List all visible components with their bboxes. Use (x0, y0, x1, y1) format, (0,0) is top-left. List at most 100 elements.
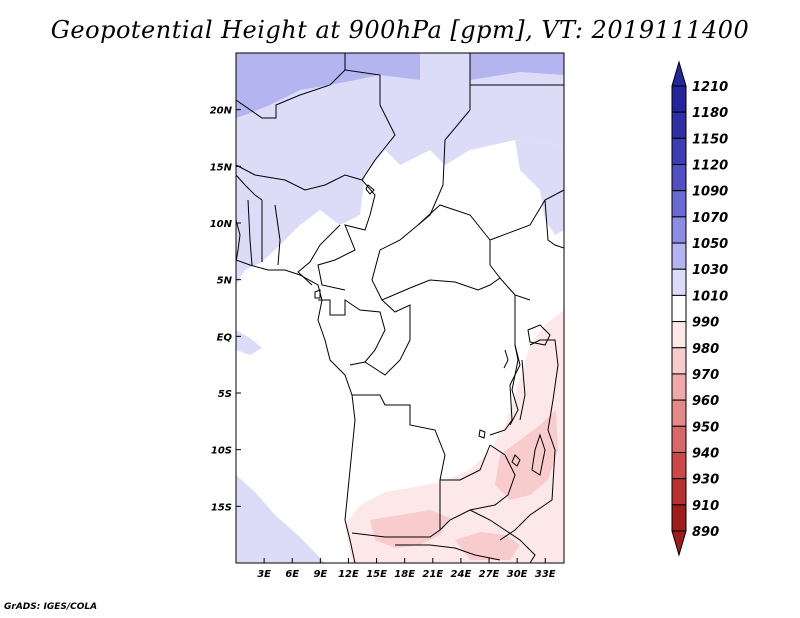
border-burkina (236, 174, 263, 201)
lon-tick-label: 15E (366, 569, 387, 580)
map-plot-area (236, 53, 564, 563)
colorbar-swatch (671, 137, 687, 166)
shading-1030-northeast (470, 53, 564, 80)
small-features (314, 184, 521, 467)
border-cameroon-chad (317, 214, 371, 291)
lon-tick-label: 30E (507, 569, 528, 580)
border-mali-niger (236, 69, 346, 119)
colorbar-label: 1070 (692, 211, 728, 226)
shading-980-east (495, 410, 558, 500)
lat-tick-label: 10S (211, 446, 232, 457)
border-egypt-sudan (469, 53, 564, 110)
border-car (371, 249, 531, 301)
border-lake-tanganyika (509, 344, 526, 426)
border-lake-malawi (531, 433, 546, 476)
lon-tick-label: 3E (257, 569, 271, 580)
border-ghana-togo (247, 199, 263, 266)
colorbar-label: 960 (692, 394, 719, 409)
shading-980-southeast (455, 532, 520, 560)
colorbar-top-arrow (671, 60, 687, 87)
colorbar-swatch (671, 164, 687, 192)
lake-kariba (511, 454, 521, 467)
shading-980-south (370, 510, 450, 548)
border-congo-gabon (318, 299, 386, 366)
lake-mweru (478, 429, 486, 439)
island-bioko (314, 289, 321, 299)
colorbar-label: 890 (692, 525, 719, 540)
colorbar-swatch (671, 294, 687, 323)
longitude-axis: 3E 6E 9E 12E 15E 18E 21E 24E 27E 30E 33E (257, 558, 556, 580)
colorbar-bottom-arrow (671, 530, 687, 557)
colorbar-label: 940 (692, 446, 719, 461)
border-lake-victoria (527, 324, 551, 346)
border-angola-zambia (351, 480, 441, 538)
lon-tick-label: 9E (313, 569, 327, 580)
colorbar-label: 1210 (692, 80, 728, 95)
lake-chad (365, 184, 375, 195)
shading-990-east (345, 310, 564, 563)
shading-1010-north (236, 53, 564, 285)
lat-tick-label: 15S (211, 502, 232, 513)
lat-tick-label: 20N (210, 106, 233, 117)
map-frame (235, 52, 565, 564)
shading-1030-north (236, 53, 420, 118)
border-drc-angola (352, 394, 491, 481)
footer-credit: GrADS: IGES/COLA (4, 602, 98, 612)
colorbar-swatch (671, 504, 687, 532)
colorbar-label: 1180 (692, 106, 728, 121)
lat-tick-label: EQ (217, 332, 233, 343)
colorbar-label: 1120 (692, 159, 728, 174)
shading-1010-southwest (236, 475, 325, 563)
coastline-gulf (236, 219, 241, 263)
colorbar-swatch (671, 242, 687, 270)
border-ethiopia (544, 199, 564, 249)
border-niger-nigeria (236, 164, 363, 191)
colorbar-swatch (671, 111, 687, 139)
lon-tick-label: 21E (422, 569, 443, 580)
country-borders (236, 53, 564, 563)
colorbar-swatch (671, 399, 687, 427)
colorbar-swatch (671, 425, 687, 453)
colorbar-swatch (671, 321, 687, 349)
lat-tick-label: 5N (217, 276, 233, 287)
colorbar-swatch (671, 216, 687, 244)
colorbar-swatch (671, 478, 687, 506)
lon-tick-label: 6E (285, 569, 299, 580)
lat-tick-label: 10N (210, 219, 233, 230)
colorbar-label: 1010 (692, 289, 728, 304)
colorbar-label: 1150 (692, 132, 728, 147)
colorbar-swatch (671, 373, 687, 401)
colorbar-label: 1050 (692, 237, 728, 252)
border-sudan-chad (379, 109, 471, 251)
lon-tick-label: 27E (479, 569, 500, 580)
colorbar-label: 930 (692, 473, 719, 488)
colorbar-swatch (671, 347, 687, 375)
shading-1010-coast (236, 330, 262, 355)
border-southern (395, 544, 501, 561)
lake-kivu (503, 349, 509, 369)
colorbar-label: 980 (692, 342, 719, 357)
colorbar-swatch (671, 268, 687, 296)
coastline-west (236, 259, 356, 563)
colorbar: 1210 1180 1150 1120 1090 1070 1050 1030 1010 990 9… (671, 60, 728, 557)
colorbar-label: 1090 (692, 185, 728, 200)
colorbar-label: 910 (692, 499, 719, 514)
border-zambia-zimbabwe (469, 509, 536, 563)
colorbar-swatch (671, 190, 687, 218)
lon-tick-label: 33E (535, 569, 556, 580)
lat-tick-label: 5S (218, 389, 232, 400)
lon-tick-label: 18E (394, 569, 415, 580)
colorbar-label: 990 (692, 316, 719, 331)
lat-tick-label: 15N (210, 162, 233, 173)
map-title: Geopotential Height at 900hPa [gpm], VT:… (50, 16, 750, 44)
latitude-axis: 20N 15N 10N 5N EQ 5S 10S 15S (210, 106, 241, 513)
border-libya-chad-north (344, 53, 396, 216)
border-south-sudan (417, 189, 564, 279)
colorbar-swatch (671, 85, 687, 113)
lon-tick-label: 12E (338, 569, 359, 580)
lon-tick-label: 24E (451, 569, 472, 580)
colorbar-label: 970 (692, 368, 719, 383)
colorbar-label: 1030 (692, 263, 728, 278)
colorbar-swatch (671, 451, 687, 480)
